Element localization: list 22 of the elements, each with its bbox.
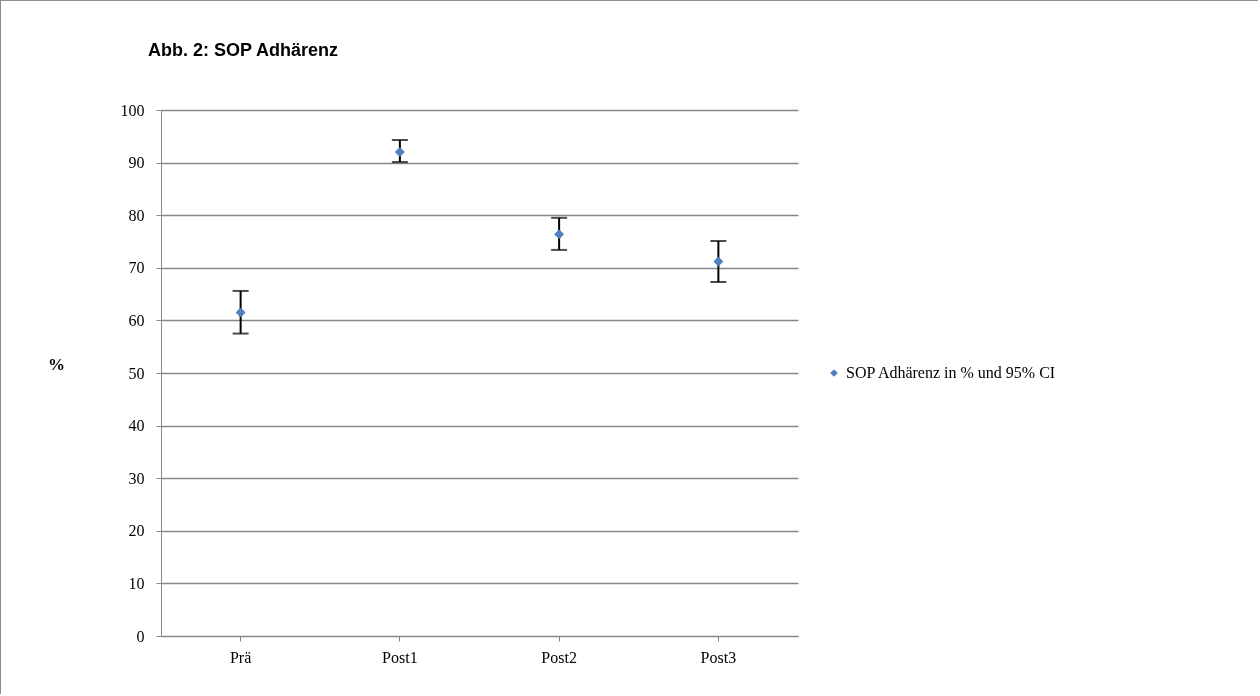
x-tick-label: Post3	[700, 648, 737, 666]
y-tick-label: 60	[128, 311, 145, 329]
y-tick-label: 80	[128, 206, 145, 224]
legend-label: SOP Adhärenz in % und 95% CI	[846, 364, 1056, 381]
point	[554, 229, 564, 239]
x-tick-label: Post1	[382, 648, 418, 666]
y-tick-label: 100	[120, 101, 145, 119]
y-tick-label: 0	[136, 627, 145, 645]
point	[235, 307, 246, 318]
point	[395, 147, 405, 157]
x-tick-label: Prä	[229, 648, 252, 666]
y-axis-title: %	[48, 354, 65, 374]
x-tick-label: Post2	[541, 648, 577, 666]
y-tick-label: 40	[128, 417, 145, 435]
y-tick-label: 70	[128, 259, 145, 277]
y-tick-label: 30	[128, 469, 145, 487]
y-tick-label: 90	[128, 154, 145, 172]
point	[713, 256, 724, 267]
y-tick-label: 50	[128, 364, 145, 382]
y-tick-label: 10	[128, 574, 145, 592]
chart-title: Abb. 2: SOP Adhärenz	[148, 40, 339, 60]
y-tick-label: 20	[128, 522, 145, 540]
